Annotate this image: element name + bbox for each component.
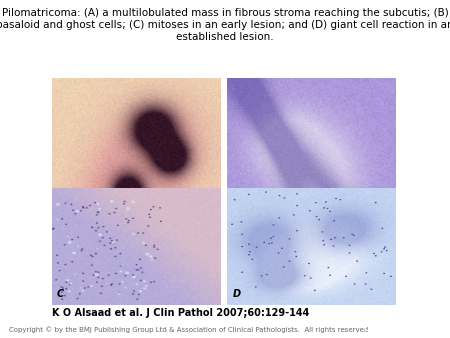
Text: Copyright © by the BMJ Publishing Group Ltd & Association of Clinical Pathologis: Copyright © by the BMJ Publishing Group … xyxy=(9,326,368,333)
Text: D: D xyxy=(232,289,240,299)
Text: Pilomatricoma: (A) a multilobulated mass in fibrous stroma reaching the subcutis: Pilomatricoma: (A) a multilobulated mass… xyxy=(0,8,450,42)
Text: B: B xyxy=(232,246,240,256)
Text: K O Alsaad et al. J Clin Pathol 2007;60:129-144: K O Alsaad et al. J Clin Pathol 2007;60:… xyxy=(52,308,309,318)
Text: C: C xyxy=(57,289,64,299)
Text: A: A xyxy=(57,246,64,256)
Text: JCP: JCP xyxy=(366,311,408,331)
